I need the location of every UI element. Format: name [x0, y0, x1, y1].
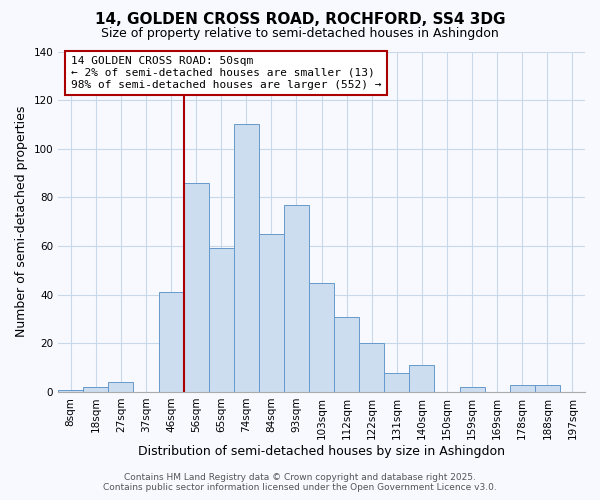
Bar [58, 390, 83, 392]
X-axis label: Distribution of semi-detached houses by size in Ashingdon: Distribution of semi-detached houses by … [138, 444, 505, 458]
Bar [535, 384, 560, 392]
Bar [83, 387, 109, 392]
Text: Size of property relative to semi-detached houses in Ashingdon: Size of property relative to semi-detach… [101, 28, 499, 40]
Bar [309, 282, 334, 392]
Bar [409, 365, 434, 392]
Bar [259, 234, 284, 392]
Y-axis label: Number of semi-detached properties: Number of semi-detached properties [15, 106, 28, 338]
Bar [334, 316, 359, 392]
Bar [109, 382, 133, 392]
Bar [209, 248, 234, 392]
Bar [385, 372, 409, 392]
Bar [284, 204, 309, 392]
Bar [184, 183, 209, 392]
Text: 14, GOLDEN CROSS ROAD, ROCHFORD, SS4 3DG: 14, GOLDEN CROSS ROAD, ROCHFORD, SS4 3DG [95, 12, 505, 28]
Bar [158, 292, 184, 392]
Bar [510, 384, 535, 392]
Bar [234, 124, 259, 392]
Text: 14 GOLDEN CROSS ROAD: 50sqm
← 2% of semi-detached houses are smaller (13)
98% of: 14 GOLDEN CROSS ROAD: 50sqm ← 2% of semi… [71, 56, 381, 90]
Bar [460, 387, 485, 392]
Text: Contains HM Land Registry data © Crown copyright and database right 2025.
Contai: Contains HM Land Registry data © Crown c… [103, 473, 497, 492]
Bar [359, 344, 385, 392]
